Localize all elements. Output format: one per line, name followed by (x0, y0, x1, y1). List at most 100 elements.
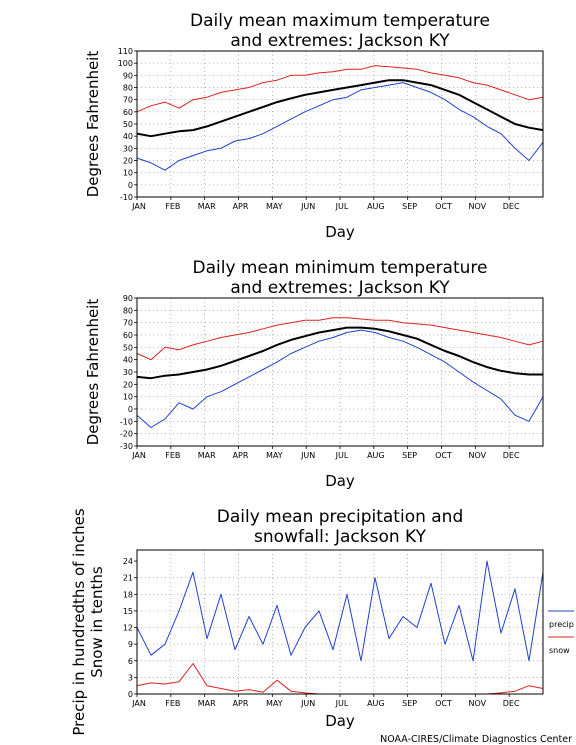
x-tick-label: NOV (469, 699, 487, 708)
chart-title-line: Daily mean precipitation and (217, 507, 464, 527)
x-tick-label: FEB (165, 699, 180, 708)
series-mean-line (136, 326, 543, 380)
legend-label-snow: snow (549, 646, 570, 655)
chart-title-line: and extremes: Jackson KY (230, 31, 450, 51)
y-tick-label: 30 (123, 144, 133, 153)
x-tick-label: APR (233, 202, 249, 211)
x-tick-label: JAN (131, 699, 146, 708)
legend-label-precip: precip (549, 620, 574, 629)
x-tick-label: MAY (266, 451, 283, 460)
x-tick-label: APR (233, 699, 249, 708)
chart-title-line: Daily mean minimum temperature (193, 258, 488, 278)
y-axis-label: Snow in tenths (88, 566, 106, 678)
x-tick-label: JAN (131, 451, 146, 460)
x-tick-label: AUG (367, 451, 385, 460)
plot-frame (136, 50, 544, 198)
x-tick-label: JUN (300, 202, 315, 211)
x-tick-label: APR (233, 451, 249, 460)
series-mean-line (136, 79, 544, 138)
x-tick-label: DEC (503, 699, 520, 708)
y-tick-label: 18 (123, 590, 133, 599)
x-axis-label: Day (325, 223, 355, 241)
y-axis-label: Degrees Fahrenheit (84, 299, 102, 446)
x-tick-label: OCT (435, 451, 452, 460)
x-tick-label: SEP (402, 202, 417, 211)
x-tick-label: JUN (300, 451, 315, 460)
x-tick-label: SEP (402, 451, 417, 460)
y-tick-label: 80 (123, 84, 133, 93)
x-tick-label: MAY (266, 699, 283, 708)
series-high-line (136, 65, 544, 113)
y-tick-label: 24 (123, 557, 133, 566)
x-tick-label: AUG (367, 202, 385, 211)
y-tick-label: 12 (123, 624, 133, 633)
y-tick-label: 60 (123, 108, 133, 117)
x-tick-label: JAN (131, 202, 146, 211)
y-tick-label: 0 (128, 181, 133, 190)
x-tick-label: MAR (198, 451, 216, 460)
plot-frame (136, 297, 544, 447)
series-precip-line (136, 560, 544, 662)
x-tick-label: SEP (402, 699, 417, 708)
y-tick-label: 20 (123, 157, 133, 166)
x-tick-label: JUN (300, 699, 315, 708)
y-tick-label: -10 (120, 193, 133, 202)
chart-title-line: and extremes: Jackson KY (230, 278, 450, 298)
y-tick-label: 20 (123, 380, 133, 389)
y-tick-label: 70 (123, 319, 133, 328)
y-tick-label: 70 (123, 96, 133, 105)
y-axis-label: Degrees Fahrenheit (84, 51, 102, 198)
y-tick-label: 0 (128, 690, 133, 699)
series-low-line (136, 329, 544, 428)
x-tick-label: DEC (503, 202, 520, 211)
y-tick-label: 0 (128, 405, 133, 414)
x-tick-label: NOV (469, 202, 487, 211)
y-tick-label: 60 (123, 331, 133, 340)
source-credit: NOAA-CIRES/Climate Diagnostics Center (380, 734, 572, 745)
x-tick-label: OCT (435, 202, 452, 211)
y-tick-label: 10 (123, 169, 133, 178)
x-tick-label: MAY (266, 202, 283, 211)
y-tick-label: 50 (123, 120, 133, 129)
x-tick-label: FEB (165, 202, 180, 211)
y-tick-label: 90 (123, 71, 133, 80)
y-tick-label: -20 (120, 430, 133, 439)
x-tick-label: MAR (198, 202, 216, 211)
y-tick-label: 21 (123, 574, 133, 583)
x-tick-label: DEC (503, 451, 520, 460)
x-tick-label: MAR (198, 699, 216, 708)
chart-title-line: Daily mean maximum temperature (190, 11, 490, 31)
plot-frame (136, 549, 544, 695)
y-tick-label: 90 (123, 294, 133, 303)
y-tick-label: 30 (123, 368, 133, 377)
series-low-line (136, 82, 544, 171)
x-tick-label: JUL (335, 699, 349, 708)
chart-title-line: snowfall: Jackson KY (254, 527, 427, 547)
y-axis-label: Precip in hundredths of inches (70, 508, 88, 735)
x-tick-label: NOV (469, 451, 487, 460)
y-tick-label: 80 (123, 306, 133, 315)
x-tick-label: OCT (435, 699, 452, 708)
y-tick-label: 40 (123, 356, 133, 365)
y-tick-label: -30 (120, 442, 133, 451)
x-tick-label: JUL (335, 202, 349, 211)
y-tick-label: 100 (118, 59, 133, 68)
y-tick-label: 40 (123, 132, 133, 141)
y-tick-label: 6 (128, 657, 133, 666)
y-tick-label: 3 (128, 673, 133, 682)
y-tick-label: 110 (118, 47, 133, 56)
y-tick-label: 10 (123, 393, 133, 402)
y-tick-label: 15 (123, 607, 133, 616)
y-tick-label: -10 (120, 417, 133, 426)
y-tick-label: 9 (128, 640, 133, 649)
y-tick-label: 50 (123, 343, 133, 352)
x-tick-label: JUL (335, 451, 349, 460)
x-axis-label: Day (325, 472, 355, 490)
x-axis-label: Day (325, 712, 355, 730)
series-high-line (136, 317, 544, 361)
x-tick-label: AUG (367, 699, 385, 708)
